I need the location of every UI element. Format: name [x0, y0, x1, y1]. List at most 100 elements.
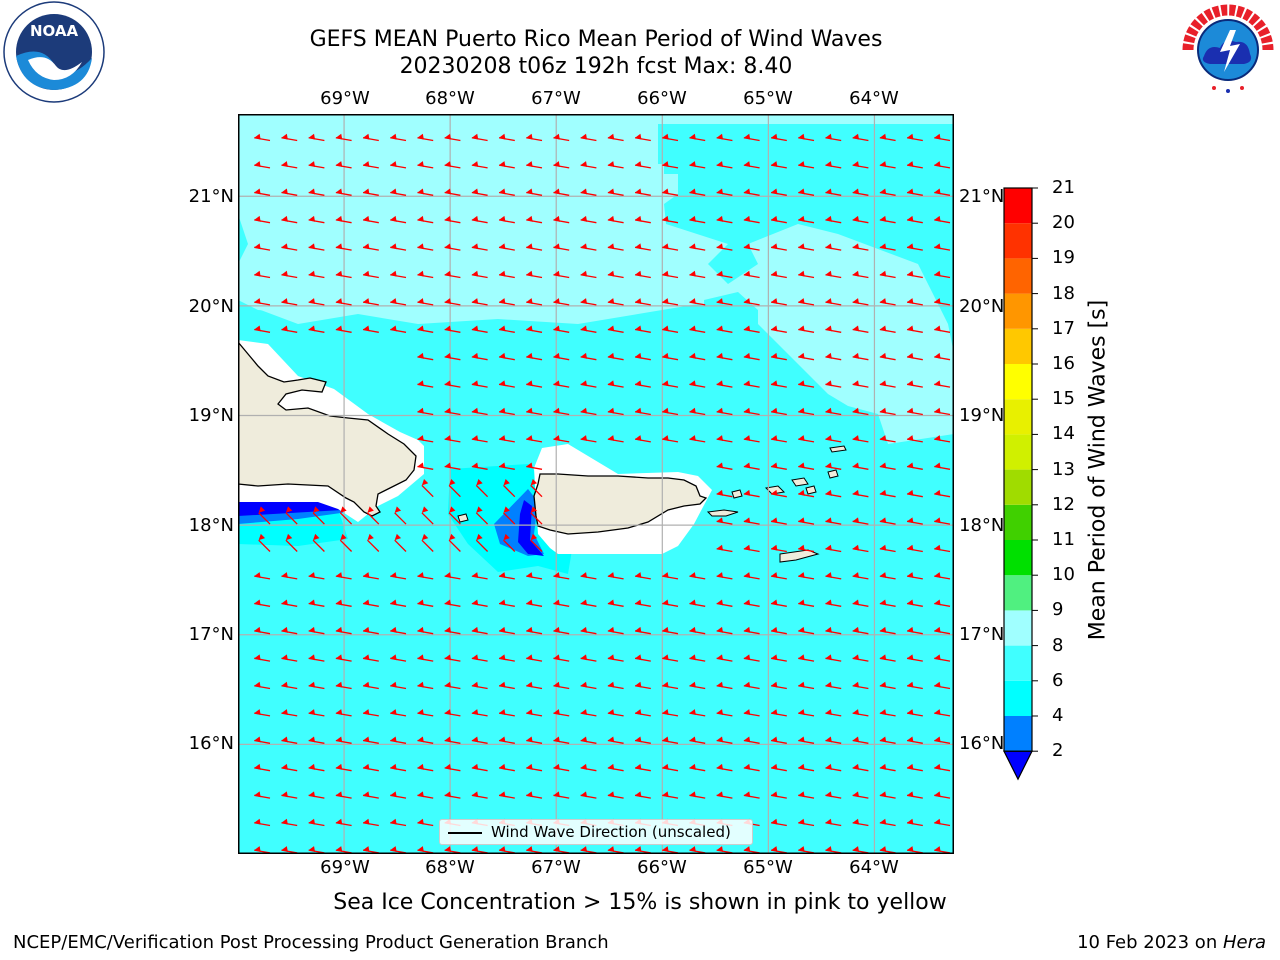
date-host: Hera: [1222, 932, 1266, 953]
wind-arrow: [335, 572, 352, 580]
lon-label-top: 67°W: [531, 88, 581, 109]
wind-arrow: [716, 544, 733, 553]
wind-arrow: [607, 791, 624, 799]
wind-arrow: [879, 544, 896, 553]
wind-arrow: [498, 270, 515, 279]
wind-arrow: [743, 435, 760, 443]
lat-label-right: 16°N: [959, 733, 1005, 754]
wind-arrow: [417, 188, 434, 196]
chart-title: GEFS MEAN Puerto Rico Mean Period of Win…: [309, 27, 883, 52]
wind-arrow: [798, 626, 815, 635]
wind-arrow: [339, 533, 353, 552]
legend-line-swatch: [448, 832, 482, 834]
wind-arrow: [417, 599, 434, 607]
wind-arrow: [254, 763, 271, 772]
wind-arrow: [689, 846, 706, 854]
wind-arrow: [634, 161, 651, 169]
wind-arrow: [444, 298, 461, 306]
wind-arrow: [308, 626, 325, 635]
wind-arrow: [526, 352, 543, 361]
wind-arrow: [444, 435, 461, 443]
wind-arrow: [417, 572, 434, 580]
wind-arrow: [716, 298, 733, 306]
wind-arrow: [526, 681, 543, 690]
colorbar-segment: [1004, 399, 1032, 435]
wind-arrow: [308, 681, 325, 690]
wind-arrow: [553, 599, 570, 607]
wind-arrow: [906, 188, 923, 196]
wind-arrow: [770, 846, 787, 854]
wind-arrow: [825, 215, 842, 224]
wind-arrow: [852, 243, 869, 251]
wind-arrow: [258, 506, 271, 525]
wind-arrow: [879, 489, 896, 498]
wind-arrow: [906, 325, 923, 333]
wind-arrow: [798, 215, 815, 224]
wind-arrow: [743, 161, 760, 169]
wind-arrow: [852, 681, 869, 690]
wind-arrow: [634, 654, 651, 662]
land-islet: [731, 489, 743, 499]
wind-arrow: [662, 626, 679, 635]
wind-arrow: [934, 818, 951, 827]
wind-arrow: [743, 736, 760, 744]
wind-arrow: [934, 462, 951, 470]
wind-arrow: [308, 736, 325, 744]
colorbar-tick-label: 16: [1052, 353, 1075, 374]
wind-arrow: [770, 161, 787, 169]
wind-arrow: [553, 188, 570, 196]
wind-arrow: [607, 243, 624, 251]
wind-arrow: [934, 846, 951, 854]
wind-arrow: [852, 435, 869, 443]
wind-arrow: [906, 298, 923, 306]
wind-arrow: [471, 188, 488, 196]
wind-arrow: [335, 133, 352, 142]
wind-arrow: [634, 763, 651, 772]
colorbar-label: Mean Period of Wind Waves [s]: [1085, 299, 1111, 641]
wind-arrow: [716, 270, 733, 279]
wind-arrow: [825, 161, 842, 169]
wind-arrow: [689, 133, 706, 142]
wind-arrow: [934, 270, 951, 279]
wind-arrow: [254, 243, 271, 251]
wind-arrow: [770, 243, 787, 251]
wind-arrow: [308, 791, 325, 799]
wind-arrow: [390, 188, 407, 196]
date-prefix: 10 Feb 2023 on: [1077, 932, 1223, 953]
wind-arrow: [281, 791, 298, 799]
wind-arrow: [308, 599, 325, 607]
wind-arrow: [798, 709, 815, 717]
wind-arrow: [662, 709, 679, 717]
chart-subtitle: 20230208 t06z 192h fcst Max: 8.40: [399, 54, 793, 79]
wind-arrow: [417, 298, 434, 306]
wind-arrow: [743, 352, 760, 361]
wind-arrow: [254, 215, 271, 224]
wind-arrow: [526, 215, 543, 224]
wind-arrow: [770, 270, 787, 279]
wind-arrow: [852, 380, 869, 388]
wind-arrow: [526, 161, 543, 169]
wind-arrow: [335, 846, 352, 854]
colorbar-segment: [1004, 293, 1032, 329]
wind-arrow: [607, 133, 624, 142]
wind-arrow: [417, 243, 434, 251]
wind-arrow: [471, 298, 488, 306]
wind-arrow: [906, 791, 923, 799]
wind-arrow: [689, 380, 706, 388]
wind-arrow: [394, 533, 407, 552]
wind-arrow: [580, 626, 597, 635]
wind-arrow: [798, 325, 815, 333]
wind-arrow: [498, 161, 515, 169]
wind-arrow: [634, 709, 651, 717]
wind-arrow: [390, 572, 407, 580]
wind-arrow: [498, 462, 515, 470]
wind-arrow: [825, 654, 842, 662]
land-puerto-rico: [533, 473, 708, 535]
wind-arrow: [689, 243, 706, 251]
wind-arrow: [281, 763, 298, 772]
wind-arrow: [770, 215, 787, 224]
wind-arrow: [743, 325, 760, 333]
wind-arrow: [580, 846, 597, 854]
wind-arrow: [689, 626, 706, 635]
wind-arrow: [743, 709, 760, 717]
